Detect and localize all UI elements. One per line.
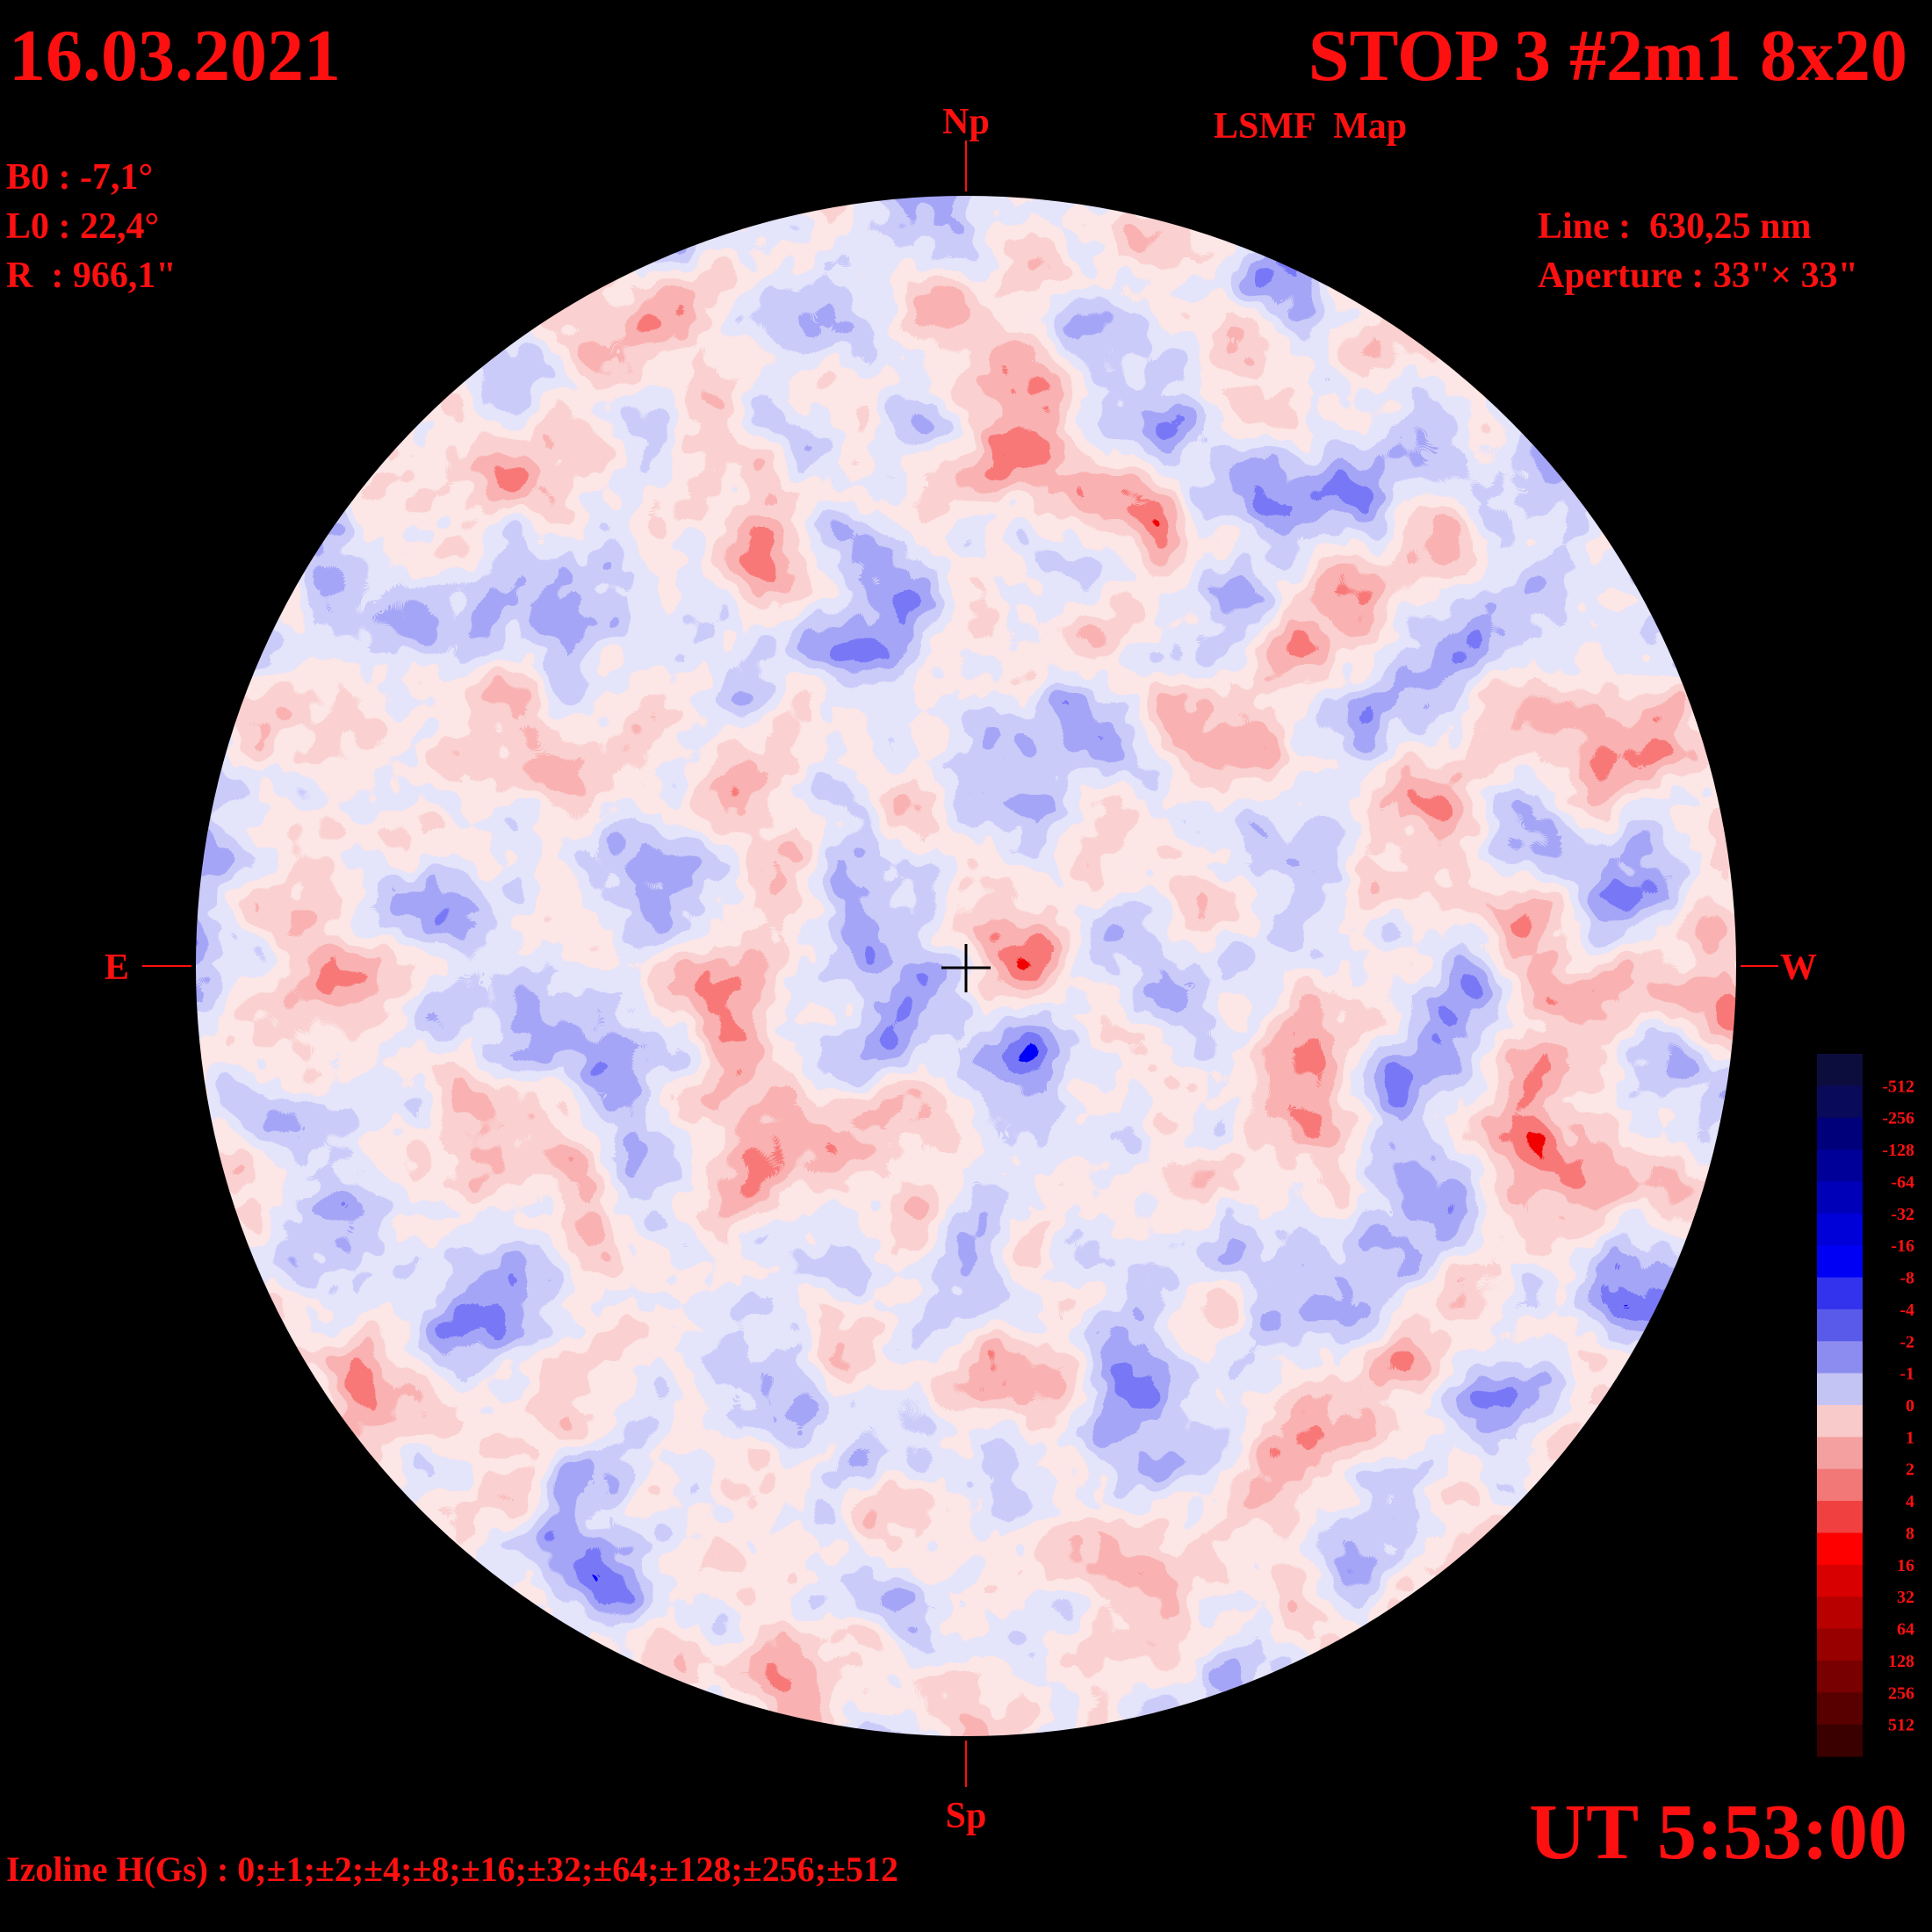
colorbar: -512 -256 -128 -64 -32 -16 -8 -4 -2 -1 0 1 2 4 8 16 32 64… <box>1817 1054 1914 1757</box>
colorbar-swatch <box>1817 1660 1863 1693</box>
colorbar-swatch <box>1817 1724 1863 1757</box>
colorbar-label: 8 <box>1906 1524 1914 1543</box>
colorbar-swatch <box>1817 1085 1863 1119</box>
colorbar-swatch <box>1817 1628 1863 1662</box>
colorbar-label: -2 <box>1900 1332 1914 1352</box>
colorbar-swatch <box>1817 1405 1863 1438</box>
colorbar-label: -8 <box>1900 1269 1914 1288</box>
colorbar-label: 2 <box>1906 1460 1914 1480</box>
izoline-legend: Izoline H(Gs) : 0;±1;±2;±4;±8;±16;±32;±6… <box>6 1849 898 1889</box>
colorbar-label: 0 <box>1906 1396 1914 1416</box>
time: UT 5:53:00 <box>1529 1789 1907 1876</box>
colorbar-label: 256 <box>1888 1683 1914 1703</box>
colorbar-label: -16 <box>1891 1236 1914 1256</box>
colorbar-label: -64 <box>1891 1172 1914 1192</box>
colorbar-label: 1 <box>1906 1428 1914 1447</box>
colorbar-swatch <box>1817 1117 1863 1150</box>
colorbar-swatch <box>1817 1308 1863 1342</box>
colorbar-label: 64 <box>1897 1620 1914 1640</box>
date: 16.03.2021 <box>9 15 341 97</box>
colorbar-swatch <box>1817 1564 1863 1597</box>
colorbar-label: 32 <box>1897 1588 1914 1607</box>
colorbar-swatch <box>1817 1277 1863 1310</box>
colorbar-swatch <box>1817 1181 1863 1215</box>
colorbar-swatch <box>1817 1213 1863 1246</box>
colorbar-swatch <box>1817 1245 1863 1279</box>
parameter: L0 : 22,4° <box>6 206 159 247</box>
colorbar-swatch <box>1817 1437 1863 1470</box>
colorbar-label: -1 <box>1900 1365 1914 1384</box>
colorbar-label: 16 <box>1897 1556 1914 1575</box>
subtitle: LSMF Map <box>1214 106 1407 147</box>
colorbar-swatch <box>1817 1468 1863 1502</box>
west-label: W <box>1780 948 1817 988</box>
colorbar-swatch <box>1817 1597 1863 1630</box>
colorbar-label: -128 <box>1882 1141 1914 1160</box>
colorbar-label: -256 <box>1882 1109 1914 1128</box>
parameter: R : 966,1" <box>6 256 177 296</box>
colorbar-label: 512 <box>1888 1716 1914 1735</box>
east-label: E <box>105 948 129 988</box>
compass-ticks <box>142 141 1778 1787</box>
instrument: Line : 630,25 nm <box>1538 206 1812 247</box>
colorbar-swatch <box>1817 1692 1863 1726</box>
center-cross <box>941 944 991 992</box>
colorbar-swatch <box>1817 1532 1863 1566</box>
colorbar-swatch <box>1817 1150 1863 1182</box>
south-label: Sp <box>946 1796 987 1836</box>
colorbar-label: 128 <box>1888 1652 1914 1671</box>
colorbar-swatch <box>1817 1501 1863 1533</box>
colorbar-swatch <box>1817 1373 1863 1406</box>
colorbar-label: 4 <box>1906 1492 1914 1511</box>
colorbar-swatch <box>1817 1341 1863 1374</box>
instrument: Aperture : 33"× 33" <box>1538 256 1858 296</box>
colorbar-swatch <box>1817 1054 1863 1086</box>
colorbar-label: -512 <box>1882 1077 1914 1096</box>
title: STOP 3 #2m1 8x20 <box>1308 15 1907 97</box>
north-label: Np <box>942 102 990 142</box>
parameter: B0 : -7,1° <box>6 157 153 198</box>
colorbar-label: -4 <box>1900 1301 1914 1320</box>
colorbar-label: -32 <box>1891 1205 1914 1224</box>
